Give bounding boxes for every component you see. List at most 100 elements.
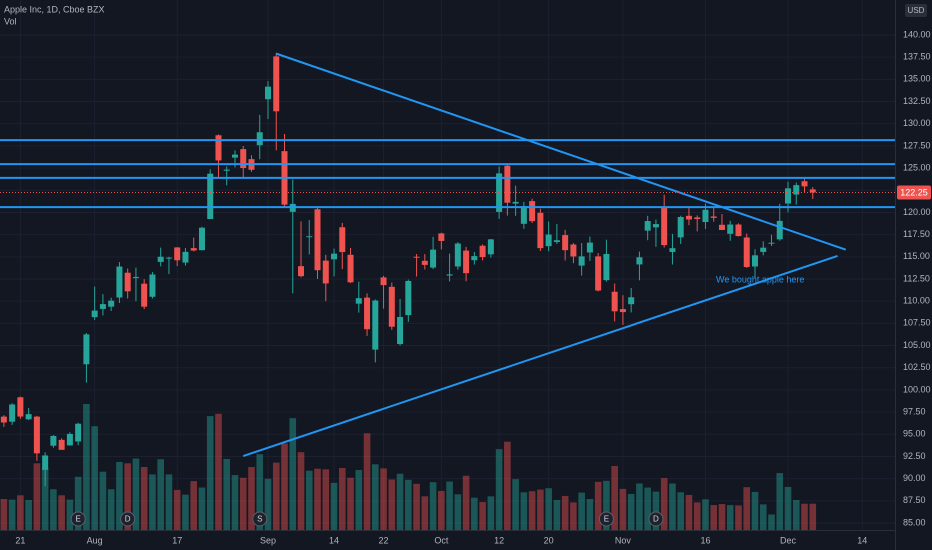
- x-tick-label: Aug: [87, 535, 103, 545]
- volume-bar: [58, 495, 65, 530]
- volume-bar: [726, 505, 734, 530]
- volume-bar: [91, 426, 98, 530]
- candle-body: [430, 249, 437, 268]
- candle-body: [529, 201, 536, 222]
- volume-bar: [594, 481, 602, 530]
- volume-bar: [380, 468, 387, 530]
- candle-body: [223, 169, 230, 171]
- chart-title: Apple Inc, 1D, Cboe BZX: [4, 4, 105, 14]
- volume-bar: [206, 416, 214, 530]
- candle-body: [273, 56, 280, 112]
- y-tick-label: 120.00: [903, 207, 931, 217]
- volume-bar: [644, 487, 651, 530]
- volume-bar: [239, 477, 247, 530]
- candle-body: [108, 300, 115, 307]
- volume-bar: [305, 470, 313, 530]
- volume-bar: [776, 473, 784, 530]
- candle-body: [652, 224, 659, 228]
- candle-body: [512, 201, 519, 204]
- volume-bar: [74, 476, 82, 530]
- x-tick-label: Sep: [260, 535, 276, 545]
- candle-body: [33, 416, 40, 454]
- candle-body: [471, 256, 478, 261]
- candle-body: [694, 217, 701, 220]
- volume-bar: [405, 479, 412, 530]
- volume-bar: [355, 470, 363, 530]
- x-tick-label: Nov: [615, 535, 632, 545]
- candle-body: [124, 272, 131, 292]
- candle-body: [58, 439, 65, 450]
- volume-bar: [272, 462, 280, 530]
- candle-body: [537, 212, 544, 249]
- candle-body: [496, 173, 503, 212]
- candle-body: [578, 256, 585, 266]
- candle-body: [562, 235, 569, 251]
- volume-bar: [347, 477, 354, 530]
- volume-bar: [537, 489, 544, 530]
- candle-body: [17, 397, 24, 417]
- event-label: E: [75, 515, 80, 524]
- volume-bar: [231, 475, 239, 530]
- candle-body: [397, 316, 404, 345]
- volume-bar: [17, 495, 24, 530]
- candle-body: [809, 189, 816, 193]
- volume-bar: [611, 465, 618, 530]
- volume-bar: [372, 464, 379, 530]
- candle-body: [553, 240, 560, 243]
- event-marker: [648, 511, 664, 527]
- candle-body: [785, 188, 792, 204]
- volume-bar: [652, 491, 660, 530]
- candle-body: [364, 297, 371, 330]
- trendline: [275, 52, 847, 251]
- volume-bar: [281, 443, 288, 530]
- volume-bar: [33, 463, 41, 530]
- candle-body: [149, 274, 156, 297]
- y-tick-label: 90.00: [903, 473, 926, 483]
- y-tick-label: 130.00: [903, 118, 931, 128]
- candle-body: [347, 254, 354, 283]
- candle-body: [751, 255, 758, 267]
- volume-bar: [528, 491, 536, 530]
- volume-bar: [66, 499, 74, 530]
- x-tick-label: 14: [857, 535, 867, 545]
- volume-bar: [107, 489, 115, 530]
- candle-body: [372, 300, 379, 350]
- volume-bar: [421, 496, 429, 530]
- currency-box[interactable]: [905, 4, 927, 17]
- volume-bar: [198, 487, 206, 530]
- currency-label[interactable]: USD: [908, 6, 925, 15]
- x-tick-label: 20: [544, 535, 554, 545]
- volume-bar: [636, 483, 643, 530]
- volume-bar: [322, 469, 330, 530]
- candle-body: [644, 221, 651, 231]
- volume-bar: [669, 483, 676, 530]
- volume-bar: [157, 459, 164, 530]
- volume-bar: [215, 413, 222, 530]
- event-marker: [120, 511, 136, 527]
- candle-body: [793, 185, 800, 195]
- candle-body: [231, 154, 238, 158]
- volume-bar: [768, 514, 775, 530]
- volume-bar: [314, 468, 321, 530]
- volume-bar: [809, 503, 817, 530]
- candle-body: [256, 132, 263, 146]
- volume-bar: [693, 502, 701, 530]
- volume-bar: [759, 504, 767, 530]
- candle-body: [603, 253, 610, 281]
- candle-body: [760, 247, 767, 252]
- candle-body: [240, 149, 247, 169]
- volume-bar: [182, 494, 189, 530]
- candle-body: [586, 242, 593, 253]
- candle-body: [520, 206, 527, 224]
- volume-bar: [25, 500, 32, 530]
- event-label: E: [604, 515, 609, 524]
- volume-bar: [388, 479, 396, 530]
- volume-bar: [438, 490, 445, 530]
- y-tick-label: 95.00: [903, 429, 926, 439]
- y-tick-label: 112.50: [903, 273, 930, 283]
- candle-body: [710, 216, 717, 218]
- candle-body: [768, 242, 775, 244]
- x-tick-label: Oct: [434, 535, 449, 545]
- volume-bar: [256, 454, 264, 530]
